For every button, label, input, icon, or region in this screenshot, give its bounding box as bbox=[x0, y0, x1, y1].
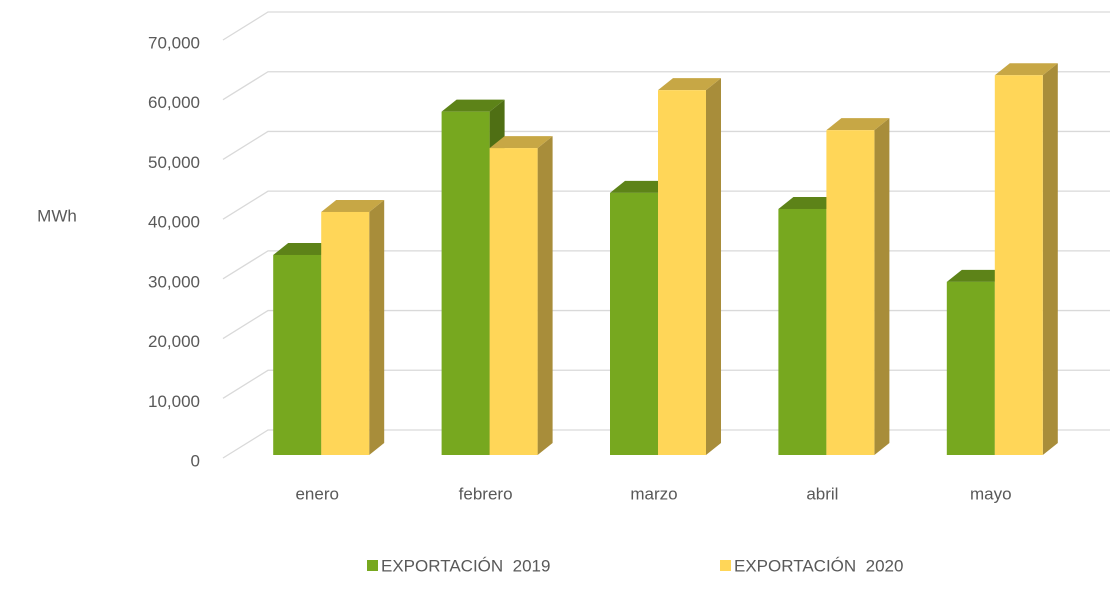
bar bbox=[826, 130, 875, 455]
bar-top bbox=[273, 242, 337, 255]
bar-top bbox=[826, 118, 890, 131]
bar-side bbox=[369, 199, 385, 455]
y-tick-label: 40,000 bbox=[148, 213, 200, 232]
bar bbox=[994, 75, 1043, 456]
grid-line bbox=[222, 11, 1110, 41]
legend-swatch bbox=[367, 560, 378, 571]
x-tick-label: marzo bbox=[630, 484, 677, 503]
bar bbox=[489, 148, 538, 455]
legend-swatch bbox=[720, 560, 731, 571]
legend-label: EXPORTACIÓN 2019 bbox=[381, 556, 550, 575]
bar-top bbox=[994, 63, 1058, 76]
bar bbox=[441, 111, 490, 456]
bar-side bbox=[706, 78, 721, 455]
y-axis-label: MWh bbox=[37, 206, 77, 225]
bar-top bbox=[778, 196, 842, 209]
y-tick-label: 30,000 bbox=[148, 272, 200, 291]
bar bbox=[778, 208, 827, 455]
x-tick-label: enero bbox=[295, 484, 338, 503]
y-tick-label: 0 bbox=[191, 451, 200, 470]
grid-line bbox=[222, 71, 1110, 101]
legend-label: EXPORTACIÓN 2020 bbox=[734, 556, 903, 575]
y-tick-label: 10,000 bbox=[148, 392, 200, 411]
x-tick-label: mayo bbox=[970, 484, 1012, 503]
bar-side bbox=[537, 136, 553, 455]
x-tick-label: febrero bbox=[459, 484, 513, 503]
bar bbox=[273, 254, 322, 455]
bar bbox=[658, 90, 706, 455]
bar bbox=[321, 211, 370, 455]
bar-side bbox=[874, 118, 890, 455]
bar bbox=[946, 281, 995, 455]
x-tick-label: abril bbox=[806, 484, 838, 503]
y-tick-label: 70,000 bbox=[148, 33, 200, 52]
bar bbox=[610, 192, 658, 455]
bar-top bbox=[610, 180, 673, 193]
y-tick-label: 20,000 bbox=[148, 332, 200, 351]
bar-top bbox=[489, 136, 553, 149]
bar-top bbox=[321, 199, 385, 212]
bar-top bbox=[946, 269, 1010, 282]
bar-top bbox=[441, 99, 505, 112]
bar-side bbox=[1042, 63, 1058, 456]
bar-top bbox=[658, 78, 721, 91]
y-tick-label: 50,000 bbox=[148, 153, 200, 172]
y-tick-label: 60,000 bbox=[148, 93, 200, 112]
